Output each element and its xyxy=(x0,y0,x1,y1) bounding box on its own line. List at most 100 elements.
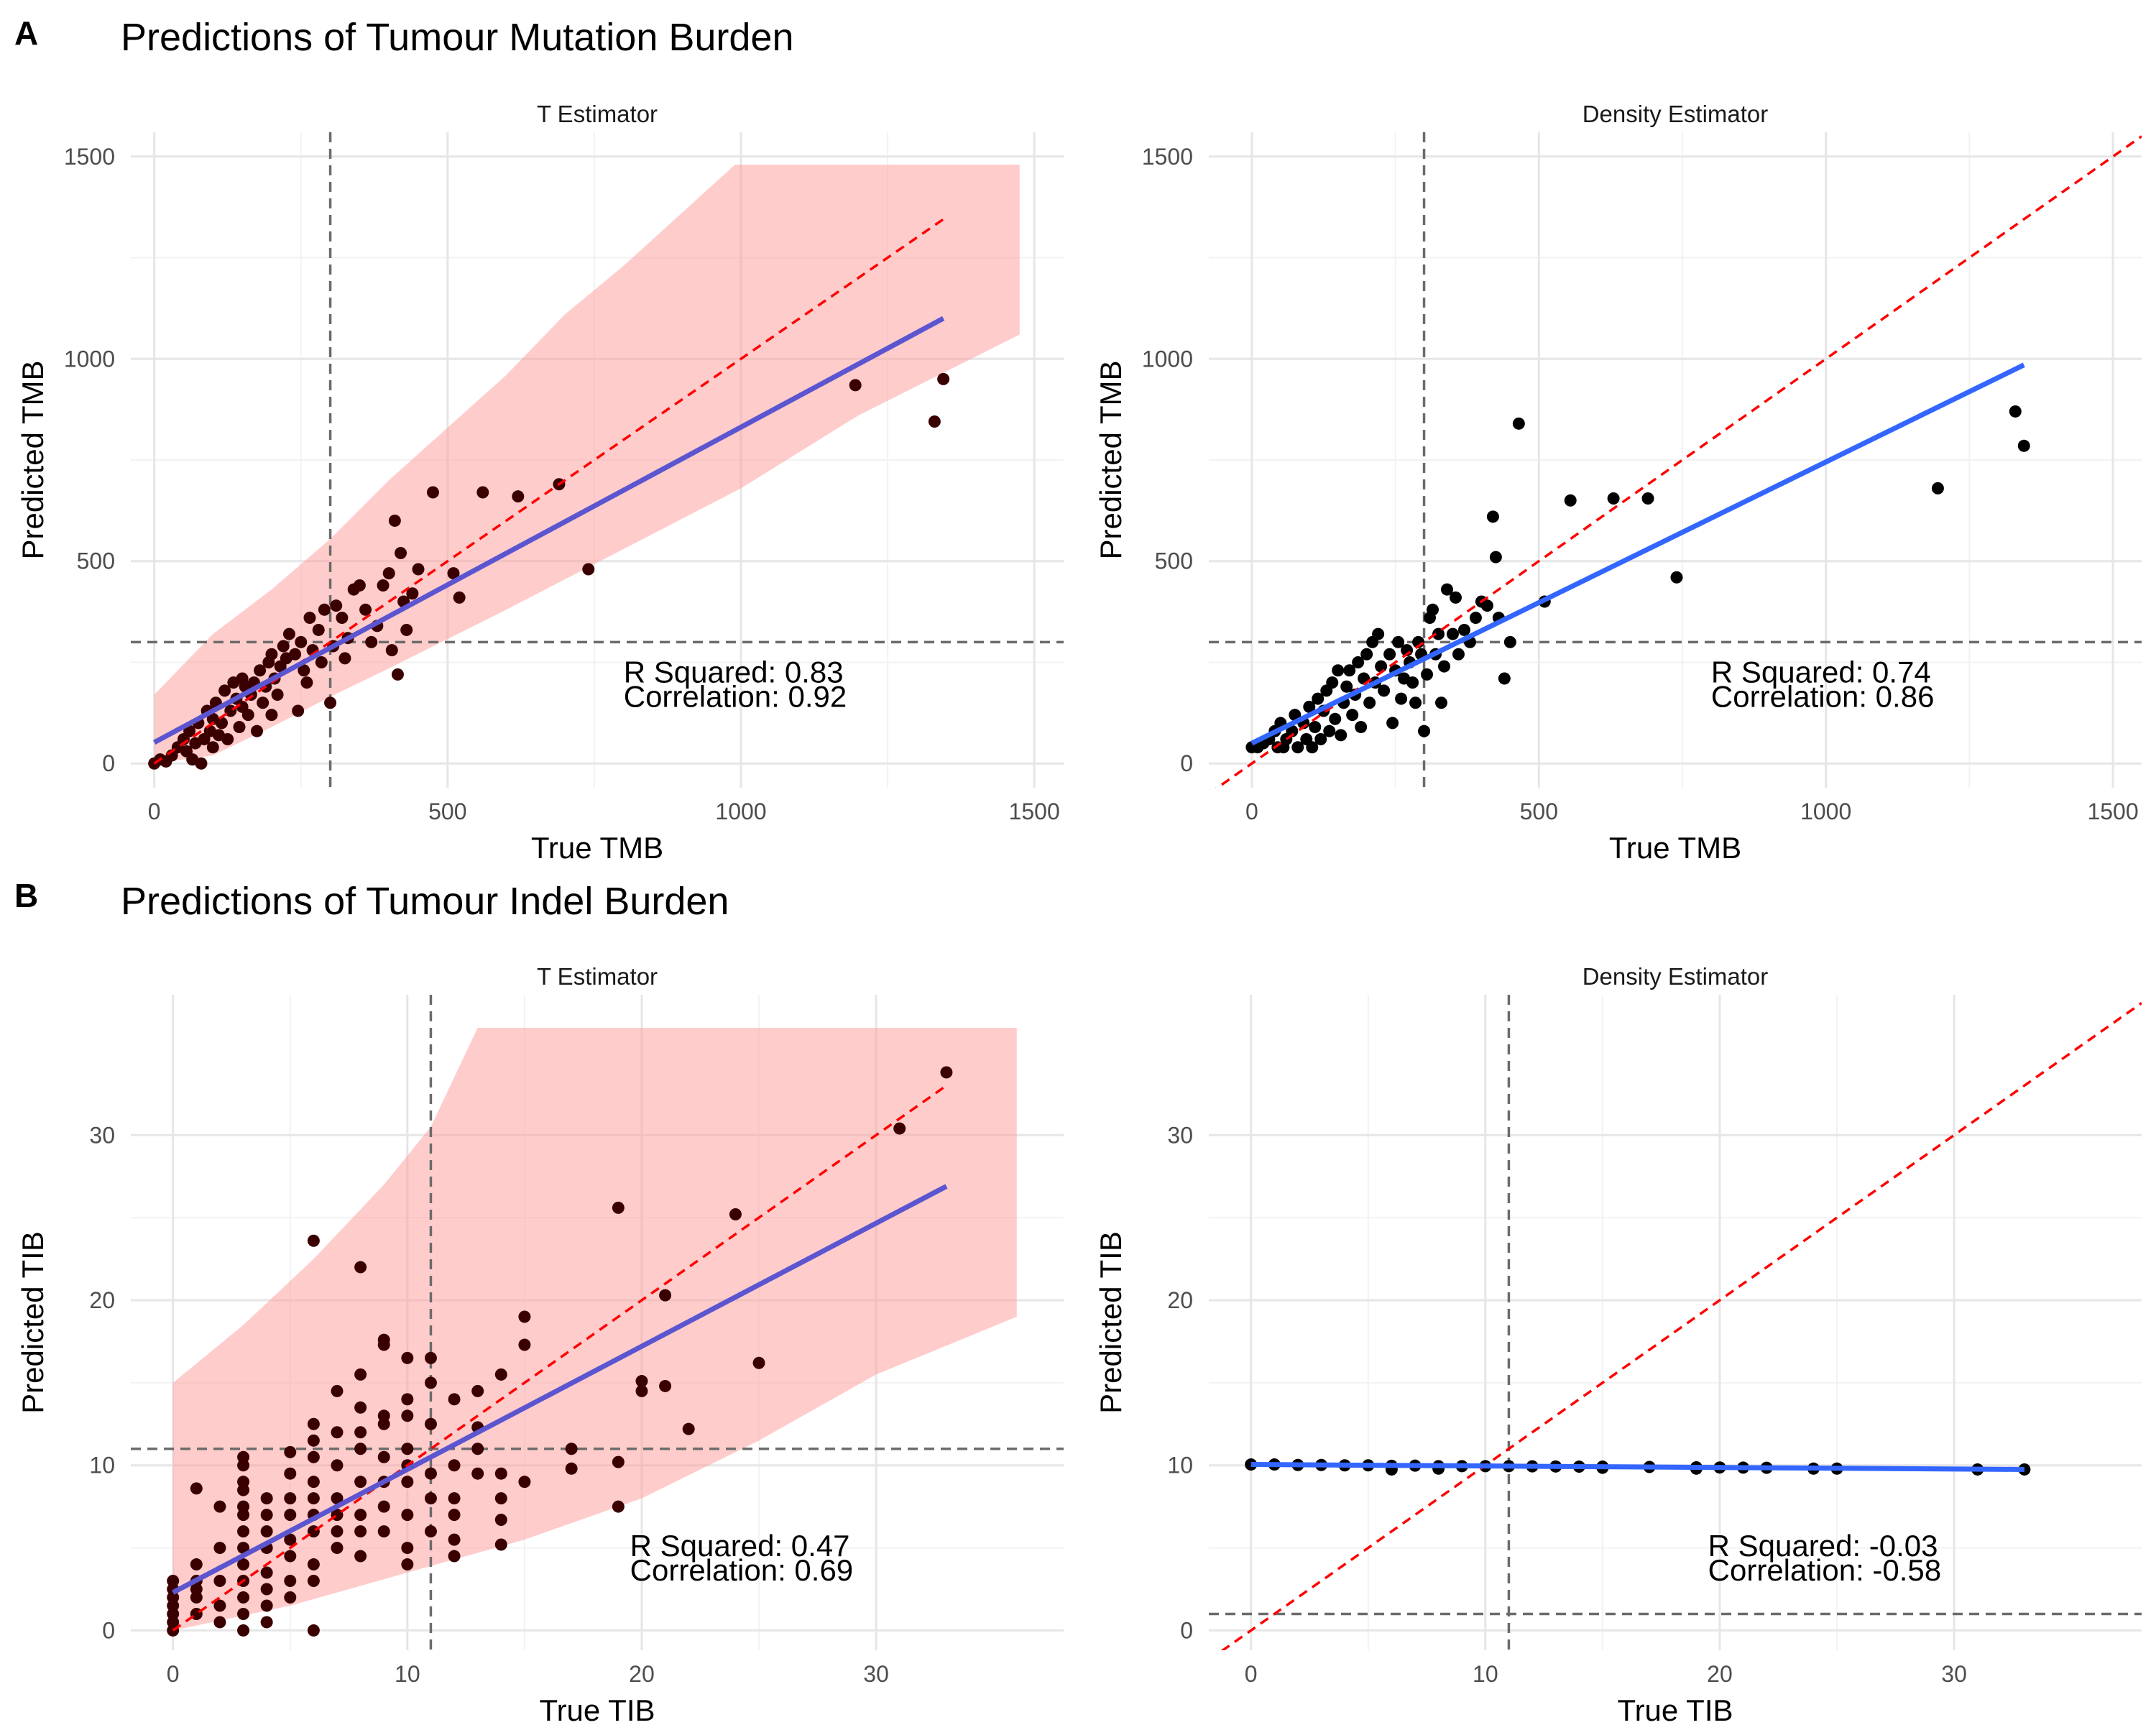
data-point xyxy=(1498,672,1511,685)
data-point xyxy=(338,652,351,665)
data-point xyxy=(401,1476,414,1489)
data-point xyxy=(401,1558,414,1571)
data-layer xyxy=(1209,995,2142,1650)
y-tick-label: 500 xyxy=(1155,548,1193,574)
data-point xyxy=(213,1500,226,1513)
data-point xyxy=(494,1514,507,1527)
data-point xyxy=(635,1384,648,1397)
data-point xyxy=(1931,482,1944,494)
data-point xyxy=(401,1542,414,1555)
regression-fit-line xyxy=(1250,1462,2024,1472)
data-point xyxy=(260,1583,273,1596)
data-point xyxy=(424,1492,437,1505)
y-tick-label: 1000 xyxy=(64,346,115,372)
data-point xyxy=(1489,551,1502,564)
data-point xyxy=(315,656,328,668)
data-point xyxy=(377,1500,390,1513)
data-point xyxy=(1312,692,1325,705)
data-point xyxy=(1670,571,1683,584)
data-point xyxy=(284,1467,297,1480)
data-point xyxy=(401,1393,414,1406)
data-point xyxy=(659,1379,672,1392)
data-point xyxy=(254,664,267,677)
data-point xyxy=(612,1201,625,1214)
identity-line xyxy=(1220,1002,2142,1650)
data-point xyxy=(659,1289,672,1302)
data-point xyxy=(1469,612,1482,625)
identity-line xyxy=(1215,135,2142,788)
data-point xyxy=(1326,676,1339,689)
y-tick-label: 1000 xyxy=(1142,346,1193,372)
data-point xyxy=(307,1558,320,1571)
tib-density-estimator-chart: Density Estimator 0 10 20 30 0 10 20 30 True TIB P… xyxy=(1094,963,2142,1725)
data-point xyxy=(448,1509,461,1522)
r-squared-annotation: R Squared: 0.47 xyxy=(630,1529,850,1563)
data-point xyxy=(1372,627,1385,640)
data-point xyxy=(447,567,460,580)
data-point xyxy=(940,1066,953,1079)
x-tick-label: 1000 xyxy=(1800,799,1851,824)
data-point xyxy=(331,1542,344,1555)
x-tick-label: 10 xyxy=(1473,1661,1498,1687)
data-point xyxy=(2017,439,2030,452)
data-point xyxy=(1486,510,1499,523)
data-point xyxy=(284,1591,297,1604)
data-point xyxy=(237,1476,250,1489)
data-point xyxy=(424,1351,437,1364)
data-point xyxy=(216,717,229,730)
data-point xyxy=(1314,732,1327,745)
data-point xyxy=(635,1375,648,1388)
data-point xyxy=(1306,741,1319,754)
data-point xyxy=(292,704,305,717)
y-axis-label: Predicted TIB xyxy=(16,1231,50,1414)
data-point xyxy=(195,757,208,770)
data-point xyxy=(298,664,310,677)
data-point xyxy=(424,1525,437,1538)
data-point xyxy=(682,1422,695,1435)
data-point xyxy=(426,486,439,499)
data-point xyxy=(237,1500,250,1513)
data-point xyxy=(424,1467,437,1480)
data-point xyxy=(1503,635,1516,648)
data-point xyxy=(849,379,862,392)
data-point xyxy=(1435,696,1448,709)
data-point xyxy=(295,635,308,648)
y-axis-label: Predicted TMB xyxy=(16,361,50,560)
r-squared-annotation: R Squared: 0.74 xyxy=(1711,656,1931,689)
r-squared-annotation: R Squared: -0.03 xyxy=(1708,1529,1938,1563)
y-tick-label: 0 xyxy=(102,1617,115,1643)
data-point xyxy=(282,627,295,640)
data-point xyxy=(400,623,413,636)
data-point xyxy=(476,486,489,499)
data-point xyxy=(471,1467,484,1480)
y-tick-label: 500 xyxy=(77,548,115,574)
data-point xyxy=(213,1599,226,1612)
data-point xyxy=(260,1616,273,1629)
data-point xyxy=(1607,492,1620,505)
facet-label: T Estimator xyxy=(537,101,658,127)
data-point xyxy=(401,1409,414,1422)
data-point xyxy=(233,721,246,734)
data-point xyxy=(271,689,284,702)
data-point xyxy=(307,1575,320,1588)
grid xyxy=(1209,132,2142,788)
data-point xyxy=(284,1492,297,1505)
panel-b-label: B xyxy=(14,877,38,914)
correlation-annotation: Correlation: 0.86 xyxy=(1711,680,1935,714)
data-point xyxy=(260,1599,273,1612)
data-point xyxy=(251,724,264,737)
data-point xyxy=(893,1122,906,1135)
data-point xyxy=(406,587,419,600)
x-tick-label: 500 xyxy=(1520,799,1558,824)
data-point xyxy=(512,490,525,503)
data-point xyxy=(284,1509,297,1522)
x-tick-label: 0 xyxy=(1245,799,1258,824)
data-point xyxy=(612,1455,625,1468)
data-point xyxy=(237,1607,250,1620)
tmb-t-estimator-chart: T Estimator 0 500 1000 1500 0 500 1000 1500 True … xyxy=(16,101,1064,865)
data-point xyxy=(354,1401,367,1414)
data-point xyxy=(354,1550,367,1563)
regression-fit-line xyxy=(172,1184,948,1595)
data-point xyxy=(401,1351,414,1364)
